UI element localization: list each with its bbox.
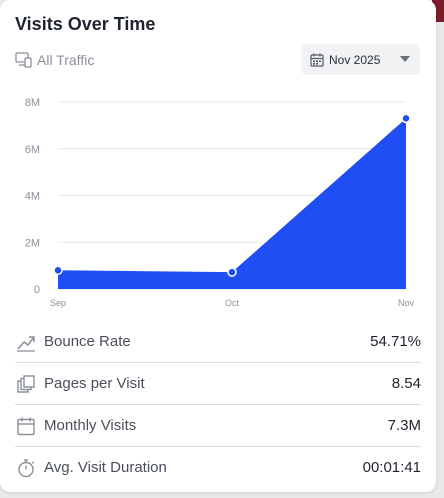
metric-label: Bounce Rate	[44, 333, 131, 350]
visits-area	[58, 118, 406, 289]
pages-icon	[17, 374, 35, 393]
stopwatch-icon	[18, 458, 34, 477]
y-tick-label: 8M	[25, 97, 40, 109]
date-select-value: Nov 2025	[329, 52, 381, 67]
y-tick-label: 2M	[25, 237, 40, 249]
metric-value: 00:01:41	[362, 459, 421, 476]
data-point[interactable]	[53, 265, 63, 276]
metric-monthly-visits: Monthly Visits 7.3M	[15, 405, 421, 447]
calendar-icon	[17, 417, 35, 435]
chevron-down-icon	[400, 56, 410, 62]
x-tick-label: Sep	[50, 298, 66, 308]
trend-icon	[17, 335, 35, 352]
visits-card: Visits Over Time All Traffic Nov 2025	[0, 0, 436, 492]
data-point[interactable]	[401, 113, 411, 124]
card-title: Visits Over Time	[15, 14, 156, 34]
visits-chart: 0 2M 4M 6M 8M Sep Oct Nov	[25, 97, 415, 308]
metric-value: 8.54	[391, 375, 421, 392]
metric-avg-visit-duration: Avg. Visit Duration 00:01:41	[15, 447, 421, 488]
data-point[interactable]	[227, 267, 237, 277]
metric-value: 7.3M	[387, 417, 421, 434]
calendar-icon	[310, 53, 324, 67]
y-tick-label: 6M	[25, 144, 40, 156]
x-tick-label: Nov	[398, 298, 415, 308]
traffic-filter-label: All Traffic	[37, 51, 95, 68]
metric-label: Pages per Visit	[44, 375, 145, 392]
date-select[interactable]: Nov 2025	[301, 44, 420, 75]
metric-pages-per-visit: Pages per Visit 8.54	[15, 363, 421, 405]
y-tick-label: 4M	[25, 191, 40, 203]
metrics-list: Bounce Rate 54.71% Pages per Visit 8.54 …	[15, 321, 421, 488]
devices-icon	[15, 52, 32, 68]
metric-label: Avg. Visit Duration	[44, 459, 167, 476]
traffic-filter[interactable]: All Traffic	[15, 51, 94, 68]
x-tick-label: Oct	[225, 298, 240, 308]
metric-value: 54.71%	[370, 333, 421, 350]
metric-label: Monthly Visits	[44, 417, 137, 434]
metric-bounce-rate: Bounce Rate 54.71%	[15, 321, 421, 363]
y-tick-label: 0	[34, 284, 40, 296]
